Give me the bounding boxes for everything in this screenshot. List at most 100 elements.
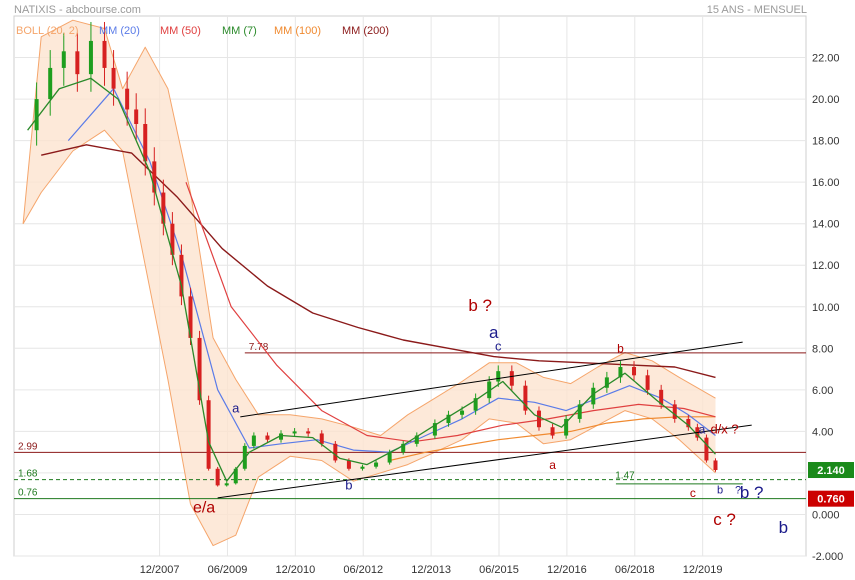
chart-title: NATIXIS - abcbourse.com xyxy=(14,4,141,16)
x-tick-label: 12/2010 xyxy=(275,564,315,576)
legend-item: MM (7) xyxy=(222,25,257,37)
wave-annotation: b xyxy=(345,478,352,493)
wave-annotation: a xyxy=(549,458,556,472)
candle-body xyxy=(143,124,148,162)
mm7-line xyxy=(27,77,716,482)
wave-annotation: a xyxy=(699,422,706,436)
y-tick-label: 22.00 xyxy=(812,53,840,65)
wave-annotation: b ? xyxy=(740,483,764,502)
candle-body xyxy=(686,418,691,428)
candle-body xyxy=(713,460,718,471)
candle-body xyxy=(460,410,465,415)
legend-item: MM (100) xyxy=(274,25,321,37)
candle-body xyxy=(496,371,501,382)
legend-item: MM (50) xyxy=(160,25,201,37)
candle-body xyxy=(179,254,184,297)
candle-body xyxy=(523,385,528,411)
wave-annotation: c xyxy=(495,338,502,353)
candle-body xyxy=(645,375,650,390)
x-tick-label: 06/2015 xyxy=(479,564,519,576)
candle-body xyxy=(279,433,284,440)
y-tick-label: 20.00 xyxy=(812,94,840,106)
wave-annotation: c ? xyxy=(713,510,736,529)
price-tag-label: 0.760 xyxy=(817,494,845,506)
y-tick-label: 0.000 xyxy=(812,509,840,521)
level-label: 7.78 xyxy=(249,342,269,353)
candle-body xyxy=(306,431,311,434)
x-tick-label: 06/2009 xyxy=(208,564,248,576)
candle-body xyxy=(34,99,39,131)
candle-body xyxy=(577,404,582,419)
wave-annotation: a xyxy=(232,401,240,416)
x-tick-label: 12/2013 xyxy=(411,564,451,576)
candle-body xyxy=(401,443,406,453)
candle-body xyxy=(473,398,478,411)
candle-body xyxy=(564,418,569,436)
candle-body xyxy=(111,67,116,89)
candle-body xyxy=(170,223,175,255)
candle-body xyxy=(536,410,541,428)
price-tag-label: 2.140 xyxy=(817,465,845,477)
candle-body xyxy=(197,337,202,401)
level-label: 0.76 xyxy=(18,488,38,499)
wave-annotation: a xyxy=(489,323,499,342)
legend-item: MM (200) xyxy=(342,25,389,37)
y-tick-label: 18.00 xyxy=(812,136,840,148)
y-tick-label: 14.00 xyxy=(812,219,840,231)
candle-body xyxy=(374,462,379,467)
candle-body xyxy=(251,435,256,446)
candle-body xyxy=(102,40,107,68)
x-tick-label: 06/2012 xyxy=(343,564,383,576)
candle-body xyxy=(152,161,157,193)
y-tick-label: 6.00 xyxy=(812,385,833,397)
candle-body xyxy=(591,387,596,405)
candle-body xyxy=(125,88,130,110)
candle-body xyxy=(292,431,297,434)
mm50-line xyxy=(185,181,716,443)
y-tick-label: 4.00 xyxy=(812,426,833,438)
price-tag-box xyxy=(808,462,854,479)
candle-body xyxy=(333,443,338,461)
y-tick-label: 10.00 xyxy=(812,302,840,314)
candle-body xyxy=(161,192,166,224)
x-tick-label: 06/2018 xyxy=(615,564,655,576)
wave-annotation: d/x ? xyxy=(710,421,738,436)
y-tick-label: 8.00 xyxy=(812,343,833,355)
y-tick-label: 12.00 xyxy=(812,260,840,272)
candle-body xyxy=(188,296,193,338)
candle-body xyxy=(346,460,351,469)
mm20-line xyxy=(67,88,716,453)
candle-body xyxy=(61,51,66,68)
y-tick-label: 16.00 xyxy=(812,177,840,189)
candle-body xyxy=(632,367,637,376)
candle-body xyxy=(319,433,324,444)
candle-body xyxy=(48,67,53,100)
wave-annotation: b xyxy=(779,518,788,537)
candle-body xyxy=(134,109,139,124)
chart-period: 15 ANS - MENSUEL xyxy=(706,4,807,16)
trendline xyxy=(240,341,743,418)
wave-annotation: b xyxy=(617,341,624,355)
bollinger-lower xyxy=(22,129,716,547)
wave-annotation: 1.47 xyxy=(615,471,635,482)
x-tick-label: 12/2019 xyxy=(683,564,723,576)
candle-body xyxy=(224,483,229,486)
candle-body xyxy=(387,452,392,463)
candle-body xyxy=(432,423,437,436)
wave-annotation: ? xyxy=(735,485,741,497)
trendline xyxy=(217,424,752,499)
wave-annotation: e/a xyxy=(193,499,215,516)
x-tick-label: 12/2016 xyxy=(547,564,587,576)
wave-annotation: b ? xyxy=(468,296,492,315)
bollinger-upper xyxy=(22,19,716,436)
level-label: 1.68 xyxy=(18,469,38,480)
bollinger-band-fill xyxy=(23,20,716,546)
candle-body xyxy=(265,435,270,440)
level-label: 2.99 xyxy=(18,441,38,452)
candle-body xyxy=(233,468,238,484)
y-tick-label: -2.000 xyxy=(812,551,843,563)
candle-body xyxy=(550,427,555,436)
legend-item: MM (20) xyxy=(99,25,140,37)
candle-body xyxy=(75,51,80,75)
candle-body xyxy=(206,400,211,469)
